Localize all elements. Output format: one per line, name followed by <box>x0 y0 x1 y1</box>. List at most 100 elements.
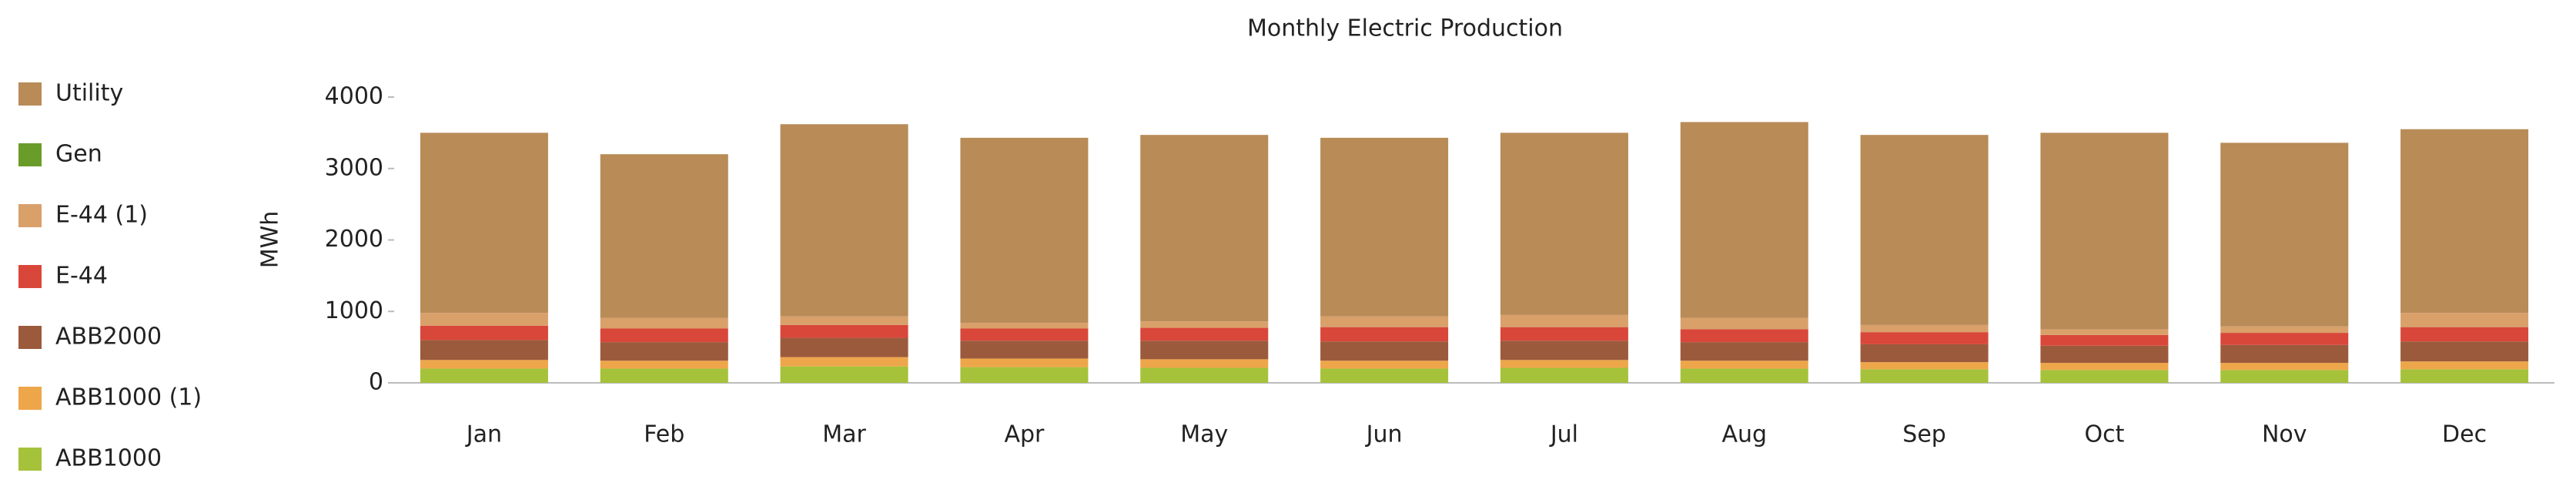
x-tick-label: Aug <box>1721 421 1767 448</box>
bar-segment <box>420 325 548 340</box>
x-tick-label: Oct <box>2084 421 2124 448</box>
bar-segment <box>780 357 908 367</box>
bar-segment <box>1140 321 1269 328</box>
bar-segment <box>2220 363 2349 371</box>
bar-segment <box>2400 361 2529 370</box>
bar-segment <box>2400 327 2529 342</box>
bar-segment <box>420 368 548 383</box>
legend-swatch <box>18 326 42 349</box>
bar-segment <box>780 316 908 325</box>
x-tick-label: Feb <box>644 421 684 448</box>
bar-segment <box>1140 135 1269 322</box>
x-tick-label: Jul <box>1549 421 1578 448</box>
bar-segment <box>2040 363 2169 371</box>
bar-segment <box>2040 334 2169 346</box>
bar-segment <box>1680 317 1808 330</box>
legend-label: ABB2000 <box>55 324 162 350</box>
bar-segment <box>960 340 1089 359</box>
bar-segment <box>600 317 728 329</box>
bar-segment <box>1320 341 1449 361</box>
bar-segment <box>600 361 728 369</box>
legend-label: Gen <box>55 141 102 168</box>
bar-segment <box>420 360 548 369</box>
bar-segment <box>2400 313 2529 327</box>
y-tick-label: 3000 <box>325 154 383 181</box>
bar-segment <box>780 366 908 383</box>
legend-swatch <box>18 143 42 166</box>
bar-segment <box>1500 360 1628 368</box>
bar-segment <box>1320 316 1449 327</box>
bar-segment <box>600 368 728 383</box>
bar-segment <box>960 328 1089 341</box>
y-tick-label: 4000 <box>325 83 383 110</box>
bar-segment <box>1860 332 1989 344</box>
bar-segment <box>1680 122 1808 318</box>
x-tick-label: Dec <box>2442 421 2487 448</box>
bar-segment <box>2220 143 2349 327</box>
bar-segment <box>1680 361 1808 369</box>
bar-segment <box>1140 367 1269 383</box>
bar-segment <box>1860 324 1989 333</box>
legend-swatch <box>18 448 42 471</box>
bar-segment <box>1860 362 1989 370</box>
bar-segment <box>2400 369 2529 383</box>
bar-segment <box>1860 369 1989 383</box>
y-tick-label: 1000 <box>325 297 383 324</box>
bar-segment <box>2220 326 2349 334</box>
bar-segment <box>2040 329 2169 335</box>
x-tick-label: Jan <box>465 421 502 448</box>
bar-segment <box>960 358 1089 367</box>
bar-segment <box>780 324 908 338</box>
legend-swatch <box>18 82 42 106</box>
bar-segment <box>2220 370 2349 383</box>
bar-segment <box>1500 340 1628 361</box>
bar-segment <box>1320 361 1449 369</box>
bar-segment <box>420 340 548 361</box>
bar-segment <box>2040 370 2169 383</box>
y-axis-label: MWh <box>257 211 284 269</box>
bar-segment <box>1140 327 1269 341</box>
legend-label: E-44 (1) <box>55 202 148 229</box>
bar-segment <box>1680 368 1808 383</box>
bar-segment <box>1500 327 1628 341</box>
legend-swatch <box>18 204 42 227</box>
bar-segment <box>2040 132 2169 330</box>
bar-segment <box>2400 341 2529 362</box>
legend-label: ABB1000 (1) <box>55 384 202 411</box>
bar-segment <box>2220 333 2349 345</box>
bar-segment <box>600 328 728 343</box>
bar-segment <box>2220 344 2349 364</box>
legend-label: E-44 <box>55 263 108 290</box>
bar-segment <box>420 313 548 326</box>
bar-segment <box>1320 368 1449 383</box>
bar-segment <box>1680 342 1808 361</box>
bar-segment <box>960 323 1089 329</box>
bar-segment <box>2400 129 2529 314</box>
x-tick-label: Jun <box>1365 421 1403 448</box>
bar-segment <box>1680 329 1808 343</box>
bar-segment <box>1320 327 1449 342</box>
bar-segment <box>1140 359 1269 368</box>
bar-segment <box>780 124 908 317</box>
y-tick-label: 2000 <box>325 226 383 253</box>
bar-segment <box>1500 367 1628 383</box>
legend-swatch <box>18 265 42 288</box>
bar-segment <box>420 132 548 314</box>
y-tick-label: 0 <box>369 369 383 396</box>
bar-segment <box>960 367 1089 383</box>
bar-segment <box>960 137 1089 324</box>
x-tick-label: Sep <box>1902 421 1946 448</box>
bar-segment <box>1860 344 1989 363</box>
x-tick-label: Nov <box>2262 421 2307 448</box>
bar-segment <box>780 337 908 357</box>
x-tick-label: Mar <box>822 421 866 448</box>
legend-label: ABB1000 <box>55 445 162 472</box>
bar-segment <box>1140 340 1269 360</box>
bar-segment <box>1320 137 1449 317</box>
bar-segment <box>600 342 728 361</box>
bar-segment <box>1500 314 1628 327</box>
bar-segment <box>2040 345 2169 364</box>
bar-segment <box>1500 132 1628 315</box>
